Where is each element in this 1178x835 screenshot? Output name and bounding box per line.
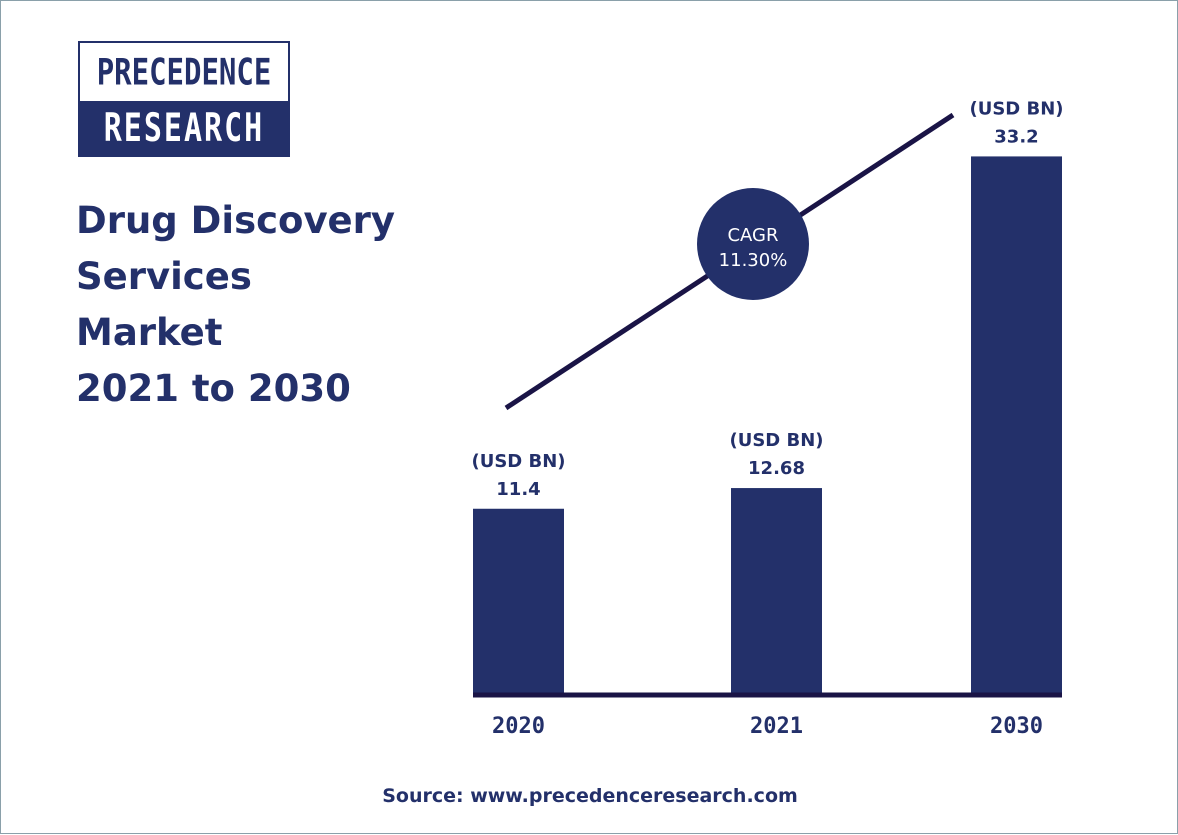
bar-2030 xyxy=(971,156,1062,694)
title-line-3: Market xyxy=(76,311,223,354)
bar-value-label-2030: 33.2 xyxy=(994,126,1038,147)
title-line-2: Services xyxy=(76,255,252,298)
bar-value-label-2020: 11.4 xyxy=(496,479,540,500)
x-tick-label-2030: 2030 xyxy=(990,714,1043,739)
logo-line-2-band: RESEARCH xyxy=(80,101,288,155)
bar-2020 xyxy=(473,508,564,693)
x-tick-label-2020: 2020 xyxy=(492,714,545,739)
cagr-label: CAGR xyxy=(727,225,778,246)
bar-unit-label-2021: (USD BN) xyxy=(729,430,823,451)
cagr-value: 11.30% xyxy=(719,250,788,271)
title-line-4: 2021 to 2030 xyxy=(76,367,351,410)
cagr-badge xyxy=(697,188,809,300)
bar-unit-label-2030: (USD BN) xyxy=(969,98,1063,119)
x-tick-label-2021: 2021 xyxy=(750,714,803,739)
chart-title: Drug Discovery Services Market 2021 to 2… xyxy=(76,193,456,417)
precedence-research-logo: PRECEDENCE RESEARCH xyxy=(78,41,290,157)
source-note: Source: www.precedenceresearch.com xyxy=(382,785,798,807)
bar-2021 xyxy=(731,488,822,693)
bar-value-label-2021: 12.68 xyxy=(748,458,805,479)
logo-line-1: PRECEDENCE xyxy=(96,50,272,94)
bar-unit-label-2020: (USD BN) xyxy=(471,451,565,472)
logo-line-2: RESEARCH xyxy=(103,105,265,151)
title-line-1: Drug Discovery xyxy=(76,199,396,242)
